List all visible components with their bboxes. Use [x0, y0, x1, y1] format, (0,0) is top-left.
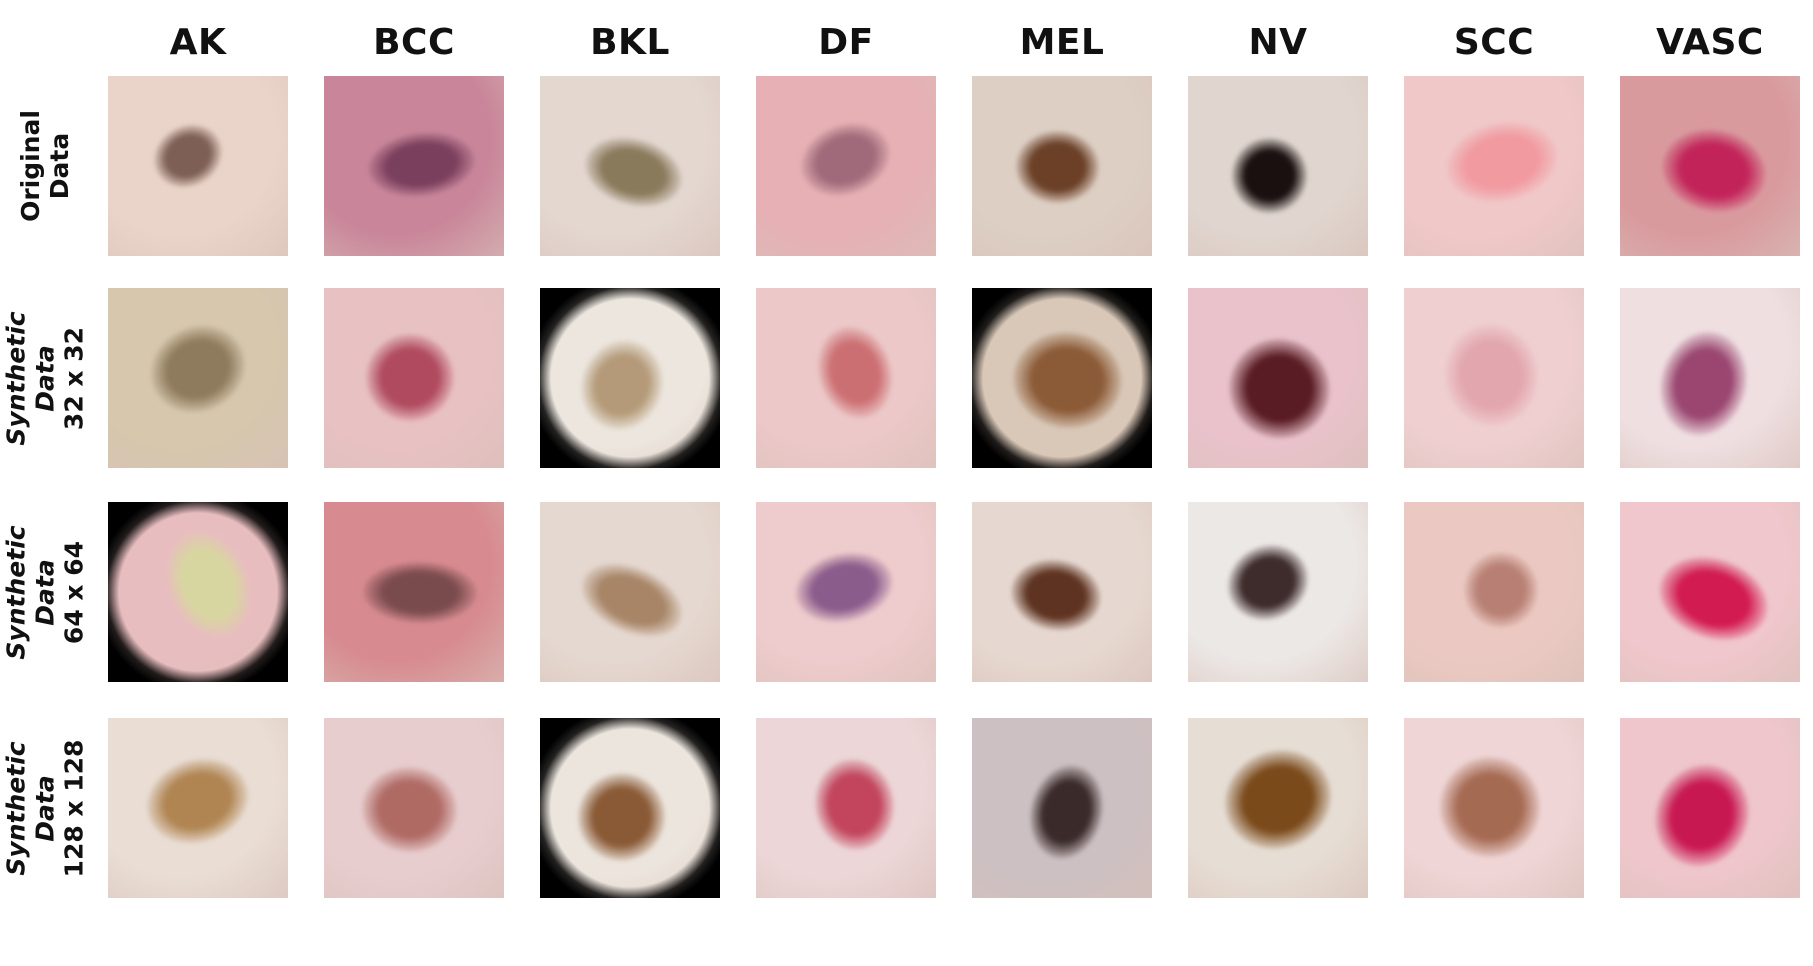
column-header-ak: AK [169, 22, 227, 63]
row-label-line: Synthetic [1, 310, 31, 446]
lesion-image-scc [1404, 502, 1584, 682]
row-label-line: Data [30, 558, 60, 626]
lesion-image-scc [1404, 288, 1584, 468]
row-label-line: Original [16, 110, 46, 222]
row-label-line: Data [45, 132, 75, 200]
lesion-image-bcc [324, 76, 504, 256]
row-label: Original Data [0, 76, 90, 256]
lesion-image-ak [108, 502, 288, 682]
lesion-image-df [756, 76, 936, 256]
dermoscope-vignette [108, 502, 288, 682]
row-label-line: 128 x 128 [59, 739, 89, 877]
dermoscope-vignette [540, 718, 720, 898]
lesion-image-ak [108, 718, 288, 898]
lesion-image-ak [108, 288, 288, 468]
lesion-image-bcc [324, 718, 504, 898]
lesion-image-nv [1188, 502, 1368, 682]
lesion-image-vasc [1620, 76, 1800, 256]
lesion-image-mel [972, 502, 1152, 682]
lesion-image-scc [1404, 718, 1584, 898]
lesion-image-bkl [540, 502, 720, 682]
dermoscope-vignette [540, 288, 720, 468]
column-header-scc: SCC [1453, 22, 1535, 63]
row-label: Synthetic Data 64 x 64 [0, 502, 90, 682]
lesion-image-bkl [540, 76, 720, 256]
lesion-image-bcc [324, 502, 504, 682]
column-header-bkl: BKL [590, 22, 670, 63]
lesion-image-mel [972, 76, 1152, 256]
lesion-image-nv [1188, 718, 1368, 898]
row-label-line: Synthetic [1, 524, 31, 660]
row-label-line: Synthetic [1, 740, 31, 876]
column-header-bcc: BCC [373, 22, 455, 63]
lesion-image-mel [972, 288, 1152, 468]
row-label: Synthetic Data 128 x 128 [0, 718, 90, 898]
column-header-vasc: VASC [1656, 22, 1764, 63]
lesion-image-nv [1188, 288, 1368, 468]
row-label-text: Synthetic Data 32 x 32 [2, 311, 89, 445]
lesion-image-vasc [1620, 502, 1800, 682]
row-label-text: Original Data [16, 110, 74, 222]
lesion-image-bkl [540, 718, 720, 898]
lesion-image-vasc [1620, 288, 1800, 468]
dermoscope-vignette [972, 288, 1152, 468]
lesion-image-df [756, 718, 936, 898]
row-label: Synthetic Data 32 x 32 [0, 288, 90, 468]
lesion-image-mel [972, 718, 1152, 898]
lesion-image-df [756, 288, 936, 468]
row-label-line: Data [30, 774, 60, 842]
column-header-mel: MEL [1019, 22, 1105, 63]
lesion-image-ak [108, 76, 288, 256]
column-header-nv: NV [1248, 22, 1308, 63]
lesion-image-bkl [540, 288, 720, 468]
lesion-image-df [756, 502, 936, 682]
lesion-image-vasc [1620, 718, 1800, 898]
column-header-df: DF [818, 22, 874, 63]
row-label-text: Synthetic Data 64 x 64 [2, 525, 89, 659]
row-label-line: 64 x 64 [59, 540, 89, 644]
lesion-spot [1440, 757, 1540, 857]
lesion-image-nv [1188, 76, 1368, 256]
row-label-line: 32 x 32 [59, 326, 89, 430]
lesion-image-scc [1404, 76, 1584, 256]
row-label-line: Data [30, 344, 60, 412]
lesion-image-bcc [324, 288, 504, 468]
row-label-text: Synthetic Data 128 x 128 [2, 739, 89, 877]
